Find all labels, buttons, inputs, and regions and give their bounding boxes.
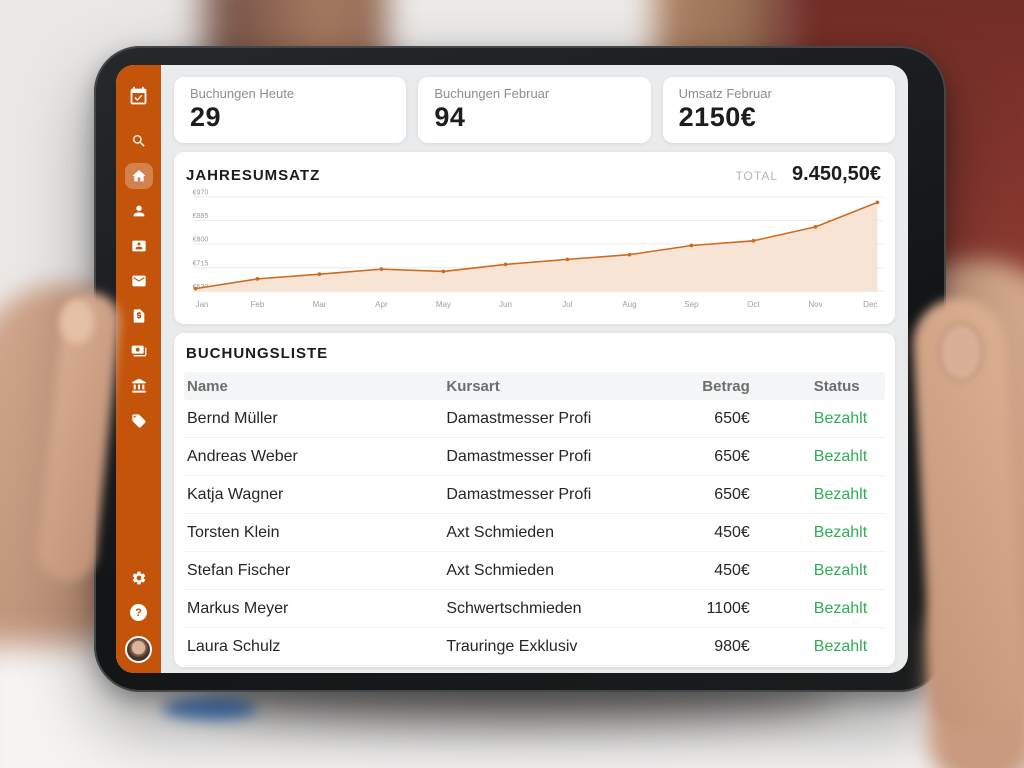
cell-course: Damastmesser Profi <box>446 485 592 503</box>
cell-name: Markus Meyer <box>187 599 289 617</box>
svg-text:€630: €630 <box>193 282 209 291</box>
table-row[interactable]: Stefan Fischer Axt Schmieden 450€ Bezahlt <box>184 552 885 590</box>
cell-course: Axt Schmieden <box>446 523 554 541</box>
cell-course: Trauringe Exklusiv <box>446 637 578 655</box>
stat-card-revenue-month: Umsatz Februar 2150€ <box>662 77 895 143</box>
chart-header: JAHRESUMSATZ TOTAL 9.450,50€ <box>186 163 885 186</box>
cell-amount: 450€ <box>714 561 750 579</box>
cell-amount: 650€ <box>714 447 750 465</box>
cell-amount: 1100€ <box>706 599 750 617</box>
column-header-status: Status <box>813 377 860 395</box>
table-row[interactable]: Markus Meyer Schwertschmieden 1100€ Bezahlt <box>184 590 885 628</box>
cell-name: Andreas Weber <box>187 447 298 465</box>
stats-row: Buchungen Heute 29 Buchungen Februar 94 … <box>174 77 895 143</box>
help-icon[interactable]: ? <box>125 600 153 626</box>
chart-title: JAHRESUMSATZ <box>186 167 321 184</box>
help-label: ? <box>130 604 147 621</box>
cell-amount: 980€ <box>714 637 750 655</box>
cell-name: Laura Schulz <box>187 637 281 655</box>
table-header-row: Name Kursart Betrag Status <box>184 372 885 400</box>
cell-amount: 650€ <box>714 409 750 427</box>
cell-name: Katja Wagner <box>187 485 284 503</box>
table-row[interactable]: Bernd Müller Damastmesser Profi 650€ Bezahl… <box>184 400 885 438</box>
stat-value: 94 <box>434 102 466 132</box>
stat-card-bookings-month: Buchungen Februar 94 <box>418 77 651 143</box>
stat-label: Buchungen Februar <box>434 86 550 101</box>
contacts-icon[interactable] <box>125 233 153 259</box>
stat-value: 2150€ <box>678 102 757 132</box>
calendar-check-icon[interactable] <box>125 84 153 110</box>
cell-course: Damastmesser Profi <box>446 447 592 465</box>
left-thumb-nail <box>60 300 94 344</box>
table-row[interactable]: Katja Wagner Damastmesser Profi 650€ Bezahl… <box>184 476 885 514</box>
table-body: Bernd Müller Damastmesser Profi 650€ Bezahl… <box>184 400 885 666</box>
booking-list-card: BUCHUNGSLISTE Name Kursart Betrag Status… <box>174 333 895 667</box>
table-title: BUCHUNGSLISTE <box>186 345 329 362</box>
sidebar: ? <box>116 65 161 673</box>
svg-text:Feb: Feb <box>251 300 265 309</box>
svg-text:Nov: Nov <box>808 300 823 309</box>
cell-name: Stefan Fischer <box>187 561 291 579</box>
column-header-course: Kursart <box>446 377 500 395</box>
stat-label: Umsatz Februar <box>678 86 772 101</box>
svg-text:€970: €970 <box>193 189 209 196</box>
user-icon[interactable] <box>125 198 153 224</box>
cell-course: Schwertschmieden <box>446 599 582 617</box>
svg-text:Mar: Mar <box>313 300 327 309</box>
svg-text:Sep: Sep <box>684 300 699 309</box>
stat-value: 29 <box>190 102 222 132</box>
svg-text:€885: €885 <box>193 211 209 220</box>
svg-text:€800: €800 <box>193 235 209 244</box>
cell-status: Bezahlt <box>813 485 868 503</box>
cell-course: Axt Schmieden <box>446 561 554 579</box>
revenue-area-chart: €630 €715 €800 €885 €970 Jan Feb Mar Apr May Jun Ju… <box>192 189 884 309</box>
total-value: 9.450,50€ <box>792 163 881 185</box>
svg-text:Apr: Apr <box>375 300 388 309</box>
cell-amount: 450€ <box>714 523 750 541</box>
svg-text:Dec: Dec <box>863 300 877 309</box>
right-thumb-nail <box>938 322 984 382</box>
stat-label: Buchungen Heute <box>190 86 295 101</box>
cell-name: Bernd Müller <box>187 409 278 427</box>
cell-status: Bezahlt <box>813 561 868 579</box>
user-avatar[interactable] <box>125 636 152 663</box>
column-header-name: Name <box>187 377 228 395</box>
cell-name: Torsten Klein <box>187 523 280 541</box>
payments-icon[interactable] <box>125 338 153 364</box>
total-label: TOTAL <box>735 169 779 183</box>
table-row[interactable]: Torsten Klein Axt Schmieden 450€ Bezahlt <box>184 514 885 552</box>
cell-amount: 650€ <box>714 485 750 503</box>
cell-status: Bezahlt <box>813 637 868 655</box>
cell-status: Bezahlt <box>813 599 868 617</box>
mail-icon[interactable] <box>125 268 153 294</box>
cell-status: Bezahlt <box>813 523 868 541</box>
table-row[interactable]: Andreas Weber Damastmesser Profi 650€ Bezah… <box>184 438 885 476</box>
svg-text:€715: €715 <box>193 258 209 267</box>
cell-course: Damastmesser Profi <box>446 409 592 427</box>
svg-text:Aug: Aug <box>622 300 637 309</box>
svg-text:Jan: Jan <box>195 300 208 309</box>
invoice-icon[interactable] <box>125 303 153 329</box>
cell-status: Bezahlt <box>813 409 868 427</box>
svg-text:Jun: Jun <box>499 300 512 309</box>
search-icon[interactable] <box>125 128 153 154</box>
dashboard: Buchungen Heute 29 Buchungen Februar 94 … <box>161 65 908 673</box>
column-header-amount: Betrag <box>702 377 750 395</box>
tablet-device: ? Buchungen Heute 29 Buchungen Februar 9… <box>94 46 946 692</box>
app-window: ? Buchungen Heute 29 Buchungen Februar 9… <box>116 65 908 673</box>
svg-text:Oct: Oct <box>747 300 760 309</box>
svg-text:Jul: Jul <box>562 300 572 309</box>
home-icon[interactable] <box>124 163 153 189</box>
cell-status: Bezahlt <box>813 447 868 465</box>
tag-icon[interactable] <box>125 408 153 434</box>
svg-text:May: May <box>436 300 452 309</box>
blue-smudge <box>162 697 257 720</box>
chart-total: TOTAL 9.450,50€ <box>735 163 881 186</box>
settings-icon[interactable] <box>125 565 153 591</box>
annual-revenue-card: JAHRESUMSATZ TOTAL 9.450,50€ €630 €715 €80… <box>174 152 895 324</box>
stat-card-bookings-today: Buchungen Heute 29 <box>174 77 407 143</box>
bank-icon[interactable] <box>125 373 153 399</box>
table-row[interactable]: Laura Schulz Trauringe Exklusiv 980€ Bezahl… <box>184 628 885 666</box>
